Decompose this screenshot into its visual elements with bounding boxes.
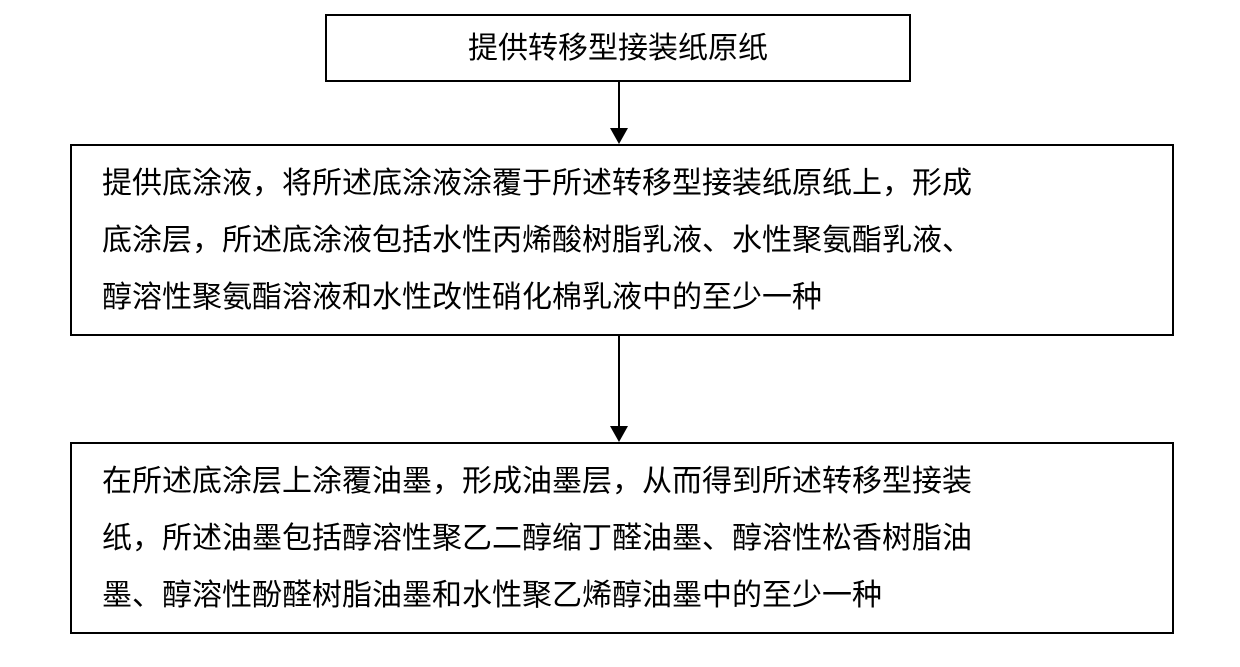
- flowchart-step-3: 在所述底涂层上涂覆油墨，形成油墨层，从而得到所述转移型接装 纸，所述油墨包括醇溶…: [70, 442, 1174, 634]
- flowchart-step-1: 提供转移型接装纸原纸: [325, 14, 911, 82]
- arrow-head-icon: [610, 128, 628, 144]
- text-line: 墨、醇溶性酚醛树脂油墨和水性聚乙烯醇油墨中的至少一种: [102, 579, 882, 612]
- flowchart-step-2: 提供底涂液，将所述底涂液涂覆于所述转移型接装纸原纸上，形成 底涂层，所述底涂液包…: [70, 144, 1174, 336]
- text-line: 纸，所述油墨包括醇溶性聚乙二醇缩丁醛油墨、醇溶性松香树脂油: [102, 522, 972, 555]
- text-line: 底涂层，所述底涂液包括水性丙烯酸树脂乳液、水性聚氨酯乳液、: [102, 224, 972, 257]
- arrow-head-icon: [610, 426, 628, 442]
- flowchart-step-3-text: 在所述底涂层上涂覆油墨，形成油墨层，从而得到所述转移型接装 纸，所述油墨包括醇溶…: [102, 453, 1142, 624]
- flowchart-canvas: 提供转移型接装纸原纸 提供底涂液，将所述底涂液涂覆于所述转移型接装纸原纸上，形成…: [0, 0, 1240, 667]
- flowchart-step-2-text: 提供底涂液，将所述底涂液涂覆于所述转移型接装纸原纸上，形成 底涂层，所述底涂液包…: [102, 155, 1142, 326]
- text-line: 醇溶性聚氨酯溶液和水性改性硝化棉乳液中的至少一种: [102, 281, 822, 314]
- flowchart-step-1-text: 提供转移型接装纸原纸: [357, 20, 879, 77]
- text-line: 提供底涂液，将所述底涂液涂覆于所述转移型接装纸原纸上，形成: [102, 167, 972, 200]
- text-line: 在所述底涂层上涂覆油墨，形成油墨层，从而得到所述转移型接装: [102, 465, 972, 498]
- arrow-line: [618, 336, 620, 426]
- arrow-line: [618, 82, 620, 128]
